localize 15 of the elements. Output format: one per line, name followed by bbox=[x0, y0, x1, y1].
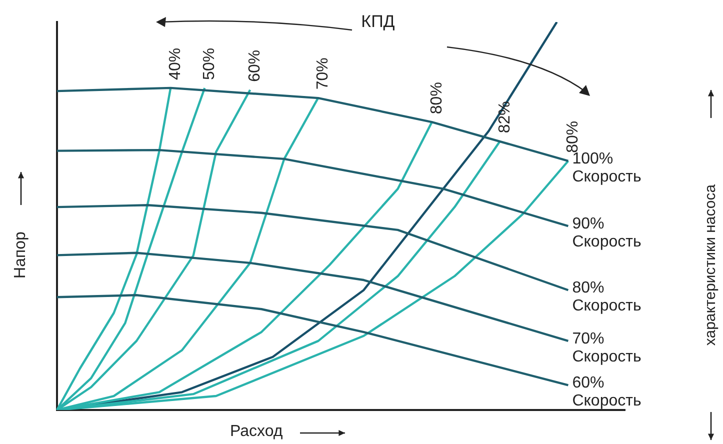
series-label: 60% Скорость bbox=[572, 374, 642, 410]
series-label: 90% Скорость bbox=[572, 215, 642, 250]
text: 80% bbox=[428, 82, 446, 114]
text: 40% bbox=[167, 48, 184, 80]
text: 50% bbox=[201, 48, 218, 80]
text: 70% bbox=[314, 58, 332, 90]
text: 82% bbox=[496, 101, 514, 134]
text: 80% bbox=[564, 120, 582, 153]
text: характеристики насоса bbox=[702, 184, 720, 346]
series-label: 70% Скорость bbox=[572, 330, 642, 366]
text: 60% bbox=[246, 50, 264, 82]
y-axis-title: Напор bbox=[12, 232, 30, 278]
x-axis-title: Расход bbox=[230, 423, 283, 441]
annotation: КПД bbox=[361, 12, 395, 31]
series-label: 80% Скорость bbox=[572, 280, 642, 315]
